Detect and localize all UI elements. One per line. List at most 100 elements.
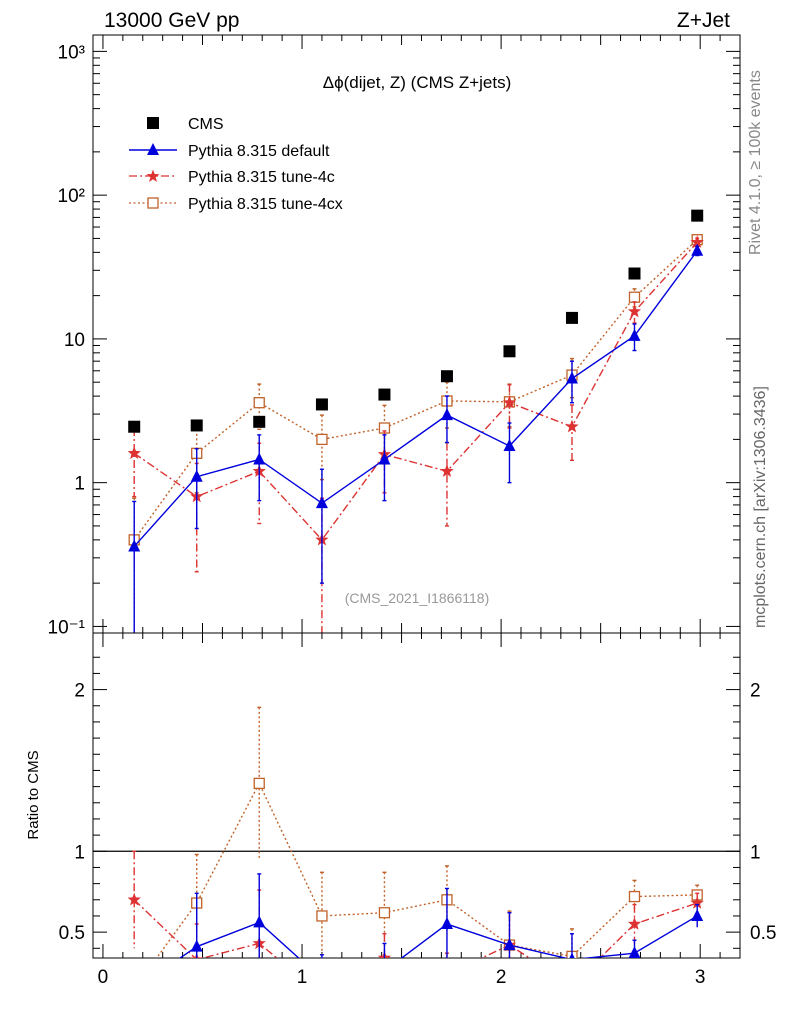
data-point — [316, 433, 328, 446]
ratio-data-point — [569, 952, 575, 958]
data-point — [127, 446, 141, 459]
data-point — [378, 452, 391, 465]
ratio-data-point — [628, 946, 641, 958]
y-tick-label: 10² — [58, 186, 85, 207]
data-point — [628, 328, 641, 341]
ratio-y-tick-label: 0.5 — [59, 923, 85, 944]
x-tick-label: 3 — [695, 967, 706, 988]
header-right: Z+Jet — [677, 9, 730, 32]
ratio-data-point — [127, 892, 141, 906]
ratio-series-line — [133, 899, 698, 958]
y-tick-label: 10 — [64, 330, 85, 351]
ratio-data-point — [378, 907, 391, 919]
data-point — [565, 419, 579, 433]
legend: CMS Pythia 8.315 default Pythia 8.315 tu… — [129, 116, 343, 213]
y-tick-label: 10³ — [58, 42, 85, 63]
ratio-data-point — [316, 972, 328, 984]
main-series — [127, 209, 704, 633]
legend-marker-default — [147, 143, 159, 155]
legend-marker-4c — [146, 169, 160, 182]
ratio-y-tick-label-right: 0.5 — [750, 923, 776, 944]
data-point — [502, 395, 517, 409]
data-point — [503, 438, 516, 451]
data-point — [440, 464, 454, 477]
ratio-data-point — [253, 777, 265, 790]
data-point-cms — [253, 415, 266, 428]
data-point-cms — [190, 419, 203, 432]
series-pythia-8-315-tune-4cx — [128, 234, 703, 633]
ratio-data-point — [627, 917, 642, 930]
ratio-data-point — [691, 908, 704, 921]
ratio-series-pythia-8-315-tune-4c — [127, 850, 704, 1001]
series-cms — [128, 209, 704, 433]
watermark: (CMS_2021_I1866118) — [345, 590, 490, 606]
rivet-label: Rivet 4.1.0, ≥ 100k events — [747, 70, 764, 255]
ratio-y-tick-label: 2 — [74, 681, 85, 702]
data-point-cms — [503, 345, 516, 358]
data-point-cms — [628, 267, 641, 280]
data-point-cms — [315, 398, 328, 411]
ratio-ylabel: Ratio to CMS — [25, 750, 42, 839]
data-point-cms — [128, 420, 141, 433]
ratio-ticks: 0.5 0.5 1 1 2 2 0 1 2 3 — [59, 633, 776, 988]
data-point — [253, 452, 266, 465]
legend-label-cms: CMS — [188, 116, 224, 133]
data-point — [627, 304, 642, 318]
ratio-panel: 0.5 0.5 1 1 2 2 0 1 2 3 Ratio to CMS — [25, 632, 776, 1001]
y-tick-label: 10⁻¹ — [48, 617, 86, 638]
ratio-data-point — [253, 915, 266, 928]
ratio-data-point — [690, 896, 704, 909]
data-point — [440, 408, 453, 421]
ratio-data-point — [315, 988, 328, 1001]
series-line — [133, 239, 698, 541]
ratio-series — [127, 706, 704, 1001]
ratio-data-point — [565, 979, 578, 992]
header-left: 13000 GeV pp — [104, 9, 239, 32]
data-point — [315, 496, 328, 509]
legend-label-4cx: Pythia 8.315 tune-4cx — [188, 196, 343, 213]
ratio-series-line — [155, 781, 698, 958]
series-pythia-8-315-default — [128, 243, 704, 633]
series-line — [133, 241, 698, 541]
data-point-cms — [440, 370, 453, 383]
ratio-data-point — [190, 939, 203, 952]
y-tick-label: 1 — [74, 474, 85, 495]
data-point — [628, 291, 641, 303]
ratio-data-point — [316, 910, 328, 922]
legend-marker-4cx — [147, 197, 159, 209]
ratio-data-point — [378, 964, 390, 976]
main-title: Δϕ(dijet, Z) (CMS Z+jets) — [323, 73, 512, 92]
ratio-data-point — [503, 938, 516, 951]
mcplots-label: mcplots.cern.ch [arXiv:1306.3436] — [752, 386, 769, 628]
data-point — [128, 539, 141, 552]
data-point-cms — [565, 311, 578, 324]
data-point-cms — [378, 388, 391, 401]
ratio-series-line — [178, 915, 698, 958]
ratio-data-point — [440, 917, 453, 930]
ratio-data-point — [129, 984, 139, 994]
data-point — [691, 243, 704, 256]
ratio-data-point — [628, 890, 641, 903]
data-point — [253, 397, 265, 409]
legend-marker-cms — [147, 117, 159, 129]
ratio-y-tick-label-right: 2 — [750, 681, 761, 702]
series-pythia-8-315-tune-4c — [127, 235, 704, 633]
series-line — [133, 250, 698, 547]
x-tick-label: 2 — [496, 967, 507, 988]
main-ticks: 10⁻¹ 1 10 10² 10³ — [48, 35, 741, 638]
ratio-y-tick-label: 1 — [74, 842, 85, 863]
ratio-data-point — [128, 982, 140, 994]
data-point-cms — [691, 209, 704, 222]
x-tick-label: 1 — [297, 967, 308, 988]
data-point — [690, 235, 704, 248]
legend-label-4c: Pythia 8.315 tune-4c — [188, 169, 335, 186]
ratio-frame — [92, 632, 741, 959]
data-point — [565, 371, 578, 384]
x-tick-label: 0 — [98, 967, 109, 988]
ratio-series-pythia-8-315-tune-4cx — [129, 706, 703, 994]
ratio-y-tick-label-right: 1 — [750, 842, 761, 863]
ratio-data-point — [440, 967, 453, 980]
ratio-series-pythia-8-315-default — [128, 873, 704, 994]
